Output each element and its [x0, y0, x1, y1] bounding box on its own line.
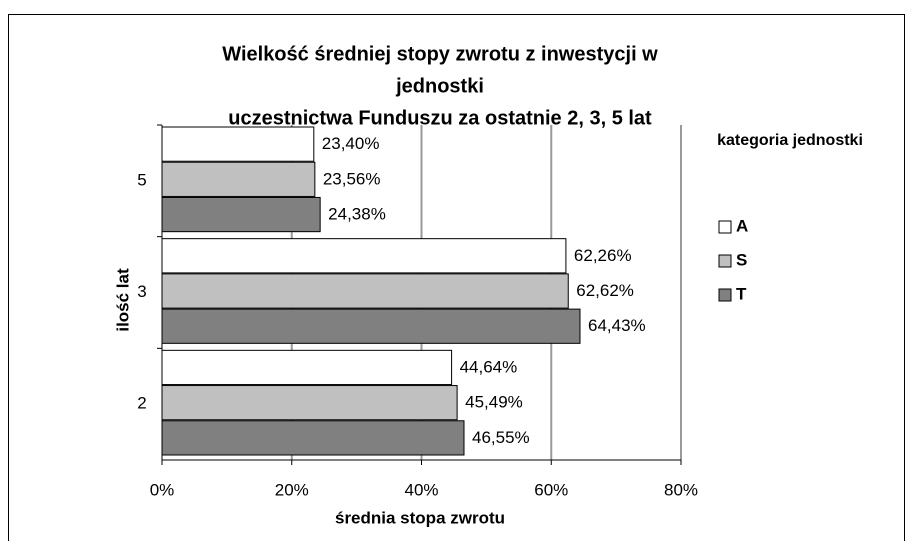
bar [161, 238, 567, 274]
bar [161, 420, 465, 456]
legend-title: kategoria jednostki [717, 132, 863, 149]
x-tick-label: 20% [275, 480, 309, 499]
bar [161, 161, 316, 197]
x-tick-label: 60% [534, 480, 568, 499]
data-label: 23,40% [322, 134, 380, 153]
legend-swatch [718, 254, 732, 268]
legend-label: S [736, 250, 747, 269]
data-label: 23,56% [323, 169, 381, 188]
legend-swatch [718, 220, 732, 234]
y-tick-label: 3 [137, 282, 146, 301]
chart-title: jednostki [395, 75, 484, 97]
data-label: 45,49% [465, 393, 523, 412]
frame [8, 14, 905, 541]
bar [161, 385, 458, 421]
y-axis-label: ilość lat [113, 268, 132, 332]
data-label: 46,55% [472, 428, 530, 447]
x-tick-label: 40% [404, 480, 438, 499]
legend-label: A [736, 216, 748, 235]
data-label: 62,26% [574, 246, 632, 265]
x-tick-label: 80% [664, 480, 698, 499]
bar [161, 126, 315, 162]
bar [161, 196, 321, 233]
data-label: 62,62% [576, 281, 634, 300]
chart-title: uczestnictwa Funduszu za ostatnie 2, 3, … [228, 107, 652, 129]
x-axis-label: średnia stopa zwrotu [335, 508, 505, 527]
bar [161, 349, 453, 386]
legend-swatch [718, 288, 732, 302]
bar [161, 308, 581, 344]
y-tick-label: 5 [137, 170, 146, 189]
chart-title: Wielkość średniej stopy zwrotu z inwesty… [222, 43, 658, 65]
bar [161, 273, 569, 309]
data-label: 24,38% [328, 205, 386, 224]
y-tick-label: 2 [137, 394, 146, 413]
x-tick-label: 0% [150, 480, 175, 499]
legend-label: T [736, 284, 747, 303]
data-label: 64,43% [588, 316, 646, 335]
data-label: 44,64% [460, 357, 518, 376]
